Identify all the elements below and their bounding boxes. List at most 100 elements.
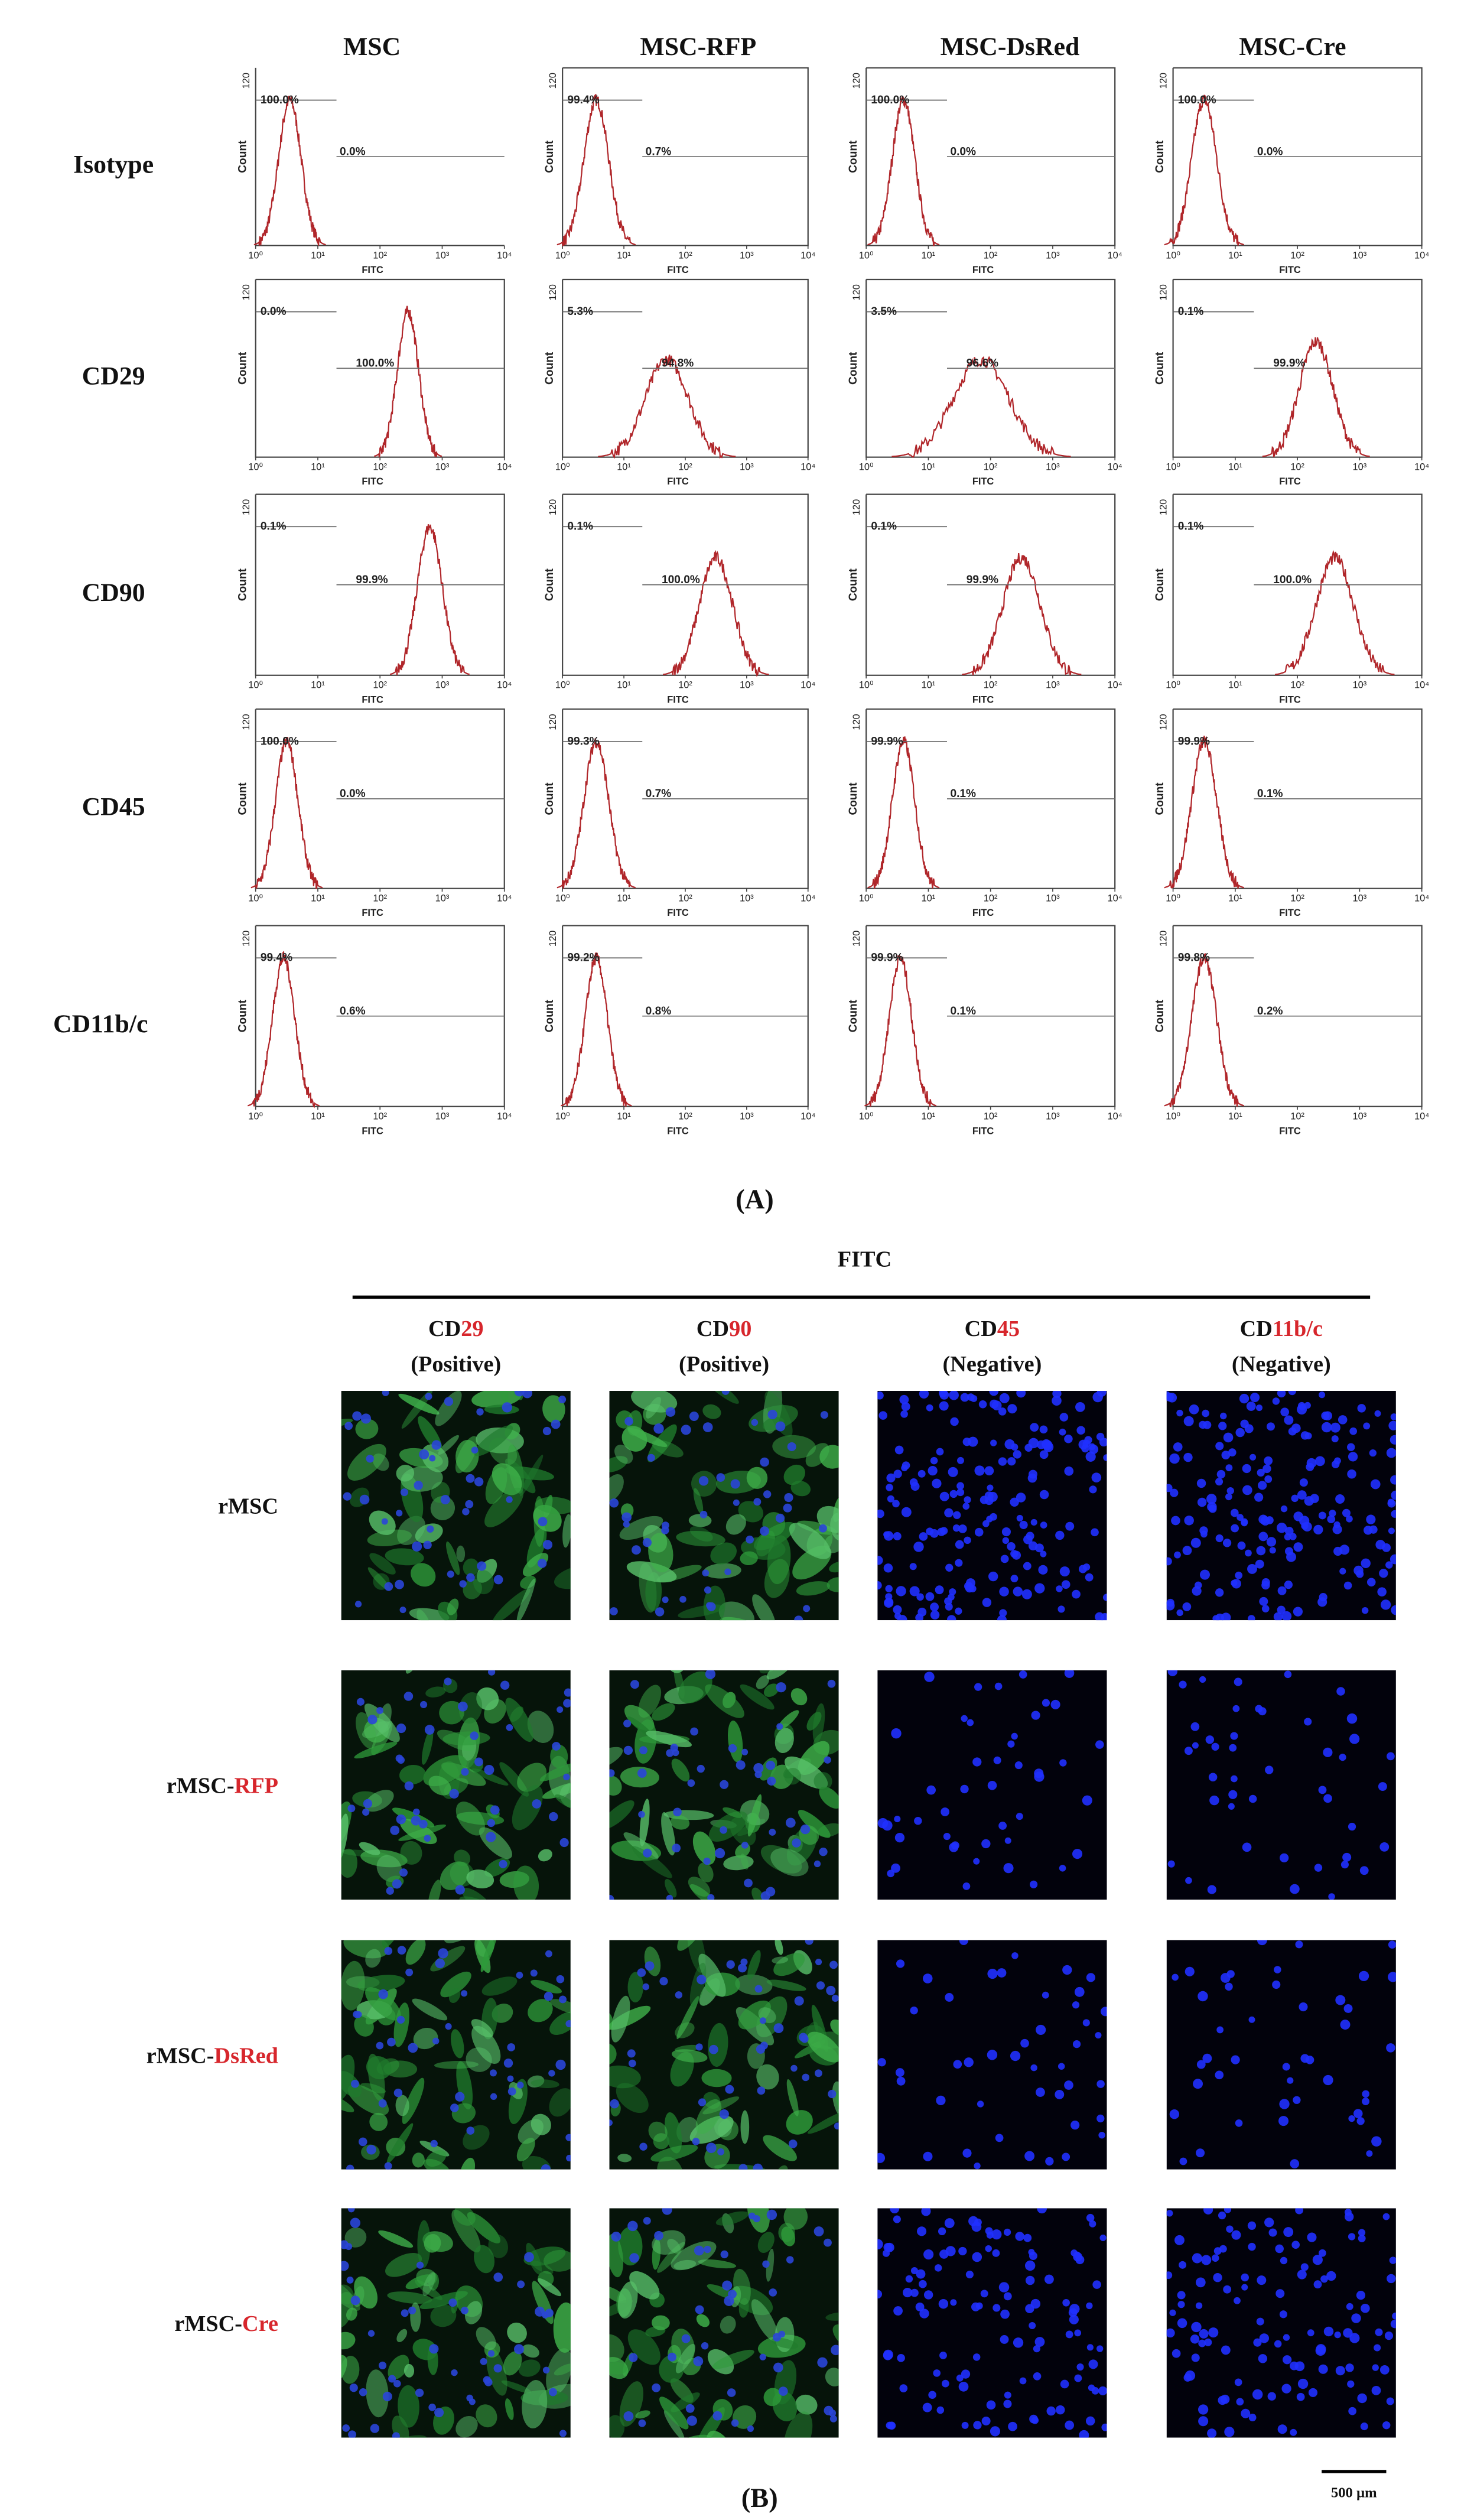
- nucleus: [1258, 2354, 1268, 2363]
- nucleus: [955, 1607, 962, 1615]
- micrograph: [341, 1670, 571, 1900]
- nucleus: [998, 1822, 1007, 1830]
- nucleus: [815, 1958, 822, 1966]
- nucleus: [1183, 1452, 1193, 1462]
- nucleus: [921, 2208, 931, 2216]
- nucleus: [632, 1545, 641, 1555]
- nucleus: [754, 1771, 762, 1778]
- nucleus: [783, 1503, 792, 1513]
- nucleus: [919, 1532, 928, 1541]
- gate-label: 99.9%: [1273, 357, 1305, 370]
- cell-body: [825, 2368, 839, 2386]
- nucleus: [1273, 1612, 1283, 1621]
- y-axis-label: Count: [236, 782, 249, 815]
- cell-body: [445, 1541, 460, 1575]
- nucleus: [899, 2384, 908, 2392]
- nucleus: [564, 1688, 571, 1697]
- nucleus: [1166, 1484, 1173, 1493]
- nucleus: [1314, 1456, 1325, 1467]
- y-tick-label: 120: [548, 73, 558, 89]
- nucleus: [769, 1829, 776, 1836]
- nucleus: [965, 2270, 974, 2279]
- nucleus: [1347, 1469, 1356, 1479]
- nucleus: [775, 1421, 786, 1432]
- micrograph: [1166, 1670, 1396, 1900]
- column-header: MSC-Cre: [1239, 32, 1346, 61]
- nucleus: [1382, 1543, 1391, 1552]
- cell-body: [617, 2281, 638, 2319]
- nucleus: [500, 1680, 510, 1690]
- nucleus: [627, 2220, 638, 2232]
- nucleus: [506, 1496, 513, 1503]
- y-tick-label: 120: [548, 714, 558, 730]
- cell-body: [516, 1578, 535, 1621]
- nucleus: [877, 1509, 884, 1518]
- cell-body: [790, 1688, 808, 1706]
- cell-body: [622, 1426, 647, 1452]
- cell-body: [404, 2363, 415, 2378]
- y-axis-label: Count: [544, 782, 556, 815]
- nucleus: [1332, 1460, 1340, 1468]
- nucleus: [933, 2369, 941, 2377]
- nucleus: [886, 1484, 893, 1491]
- nucleus: [1231, 2230, 1241, 2240]
- cell-body: [698, 2259, 737, 2269]
- nucleus: [396, 1723, 406, 1734]
- nucleus: [998, 1407, 1007, 1416]
- nucleus: [1177, 2318, 1187, 2329]
- nucleus: [817, 2357, 828, 2368]
- nucleus: [972, 2353, 981, 2361]
- nucleus: [466, 1573, 475, 1582]
- nucleus: [1254, 1493, 1264, 1502]
- cell-body: [795, 2394, 818, 2415]
- nucleus: [1100, 2007, 1107, 2017]
- nucleus: [1191, 2321, 1202, 2333]
- nucleus: [958, 2381, 969, 2392]
- cell-body: [570, 1495, 610, 1538]
- nucleus: [955, 1540, 964, 1549]
- nucleus: [1011, 1732, 1018, 1740]
- column-note: (Negative): [942, 1352, 1042, 1377]
- nucleus: [1089, 1485, 1097, 1494]
- nucleus: [938, 2299, 949, 2309]
- nucleus: [1218, 1422, 1227, 1430]
- y-axis-label: Count: [236, 140, 249, 173]
- nucleus: [1024, 1443, 1033, 1452]
- cell-body: [365, 1949, 381, 1968]
- nucleus: [1003, 2399, 1012, 2408]
- header-highlight: 29: [461, 1316, 483, 1341]
- nucleus: [346, 2164, 354, 2170]
- nucleus: [1356, 2117, 1365, 2125]
- nucleus: [1323, 2326, 1334, 2337]
- nucleus: [1020, 2038, 1029, 2048]
- nucleus: [827, 1679, 836, 1688]
- nucleus: [1213, 2273, 1222, 2282]
- nucleus: [934, 2264, 942, 2272]
- cell-body: [609, 1800, 634, 1830]
- header-highlight: 45: [997, 1316, 1020, 1341]
- x-axis-label: FITC: [362, 1126, 383, 1136]
- nucleus: [397, 1756, 405, 1764]
- cell-body: [457, 2174, 477, 2194]
- nucleus: [740, 1958, 748, 1966]
- x-axis-label: FITC: [667, 476, 689, 487]
- y-axis-label: Count: [236, 568, 249, 601]
- cell-body: [747, 1950, 761, 1980]
- cell-body: [438, 1435, 459, 1455]
- nucleus: [1261, 1605, 1270, 1612]
- nucleus: [922, 1973, 933, 1984]
- nucleus: [746, 1535, 754, 1544]
- micrograph: [609, 2208, 839, 2438]
- nucleus: [1169, 2309, 1176, 2316]
- nucleus: [1283, 2355, 1292, 2365]
- nucleus: [1388, 1527, 1395, 1534]
- nucleus: [1241, 2273, 1249, 2282]
- nucleus: [776, 1682, 786, 1693]
- nucleus: [1011, 1443, 1019, 1451]
- nucleus: [790, 2064, 798, 2072]
- nucleus: [610, 2099, 619, 2109]
- nucleus: [1086, 2344, 1094, 2351]
